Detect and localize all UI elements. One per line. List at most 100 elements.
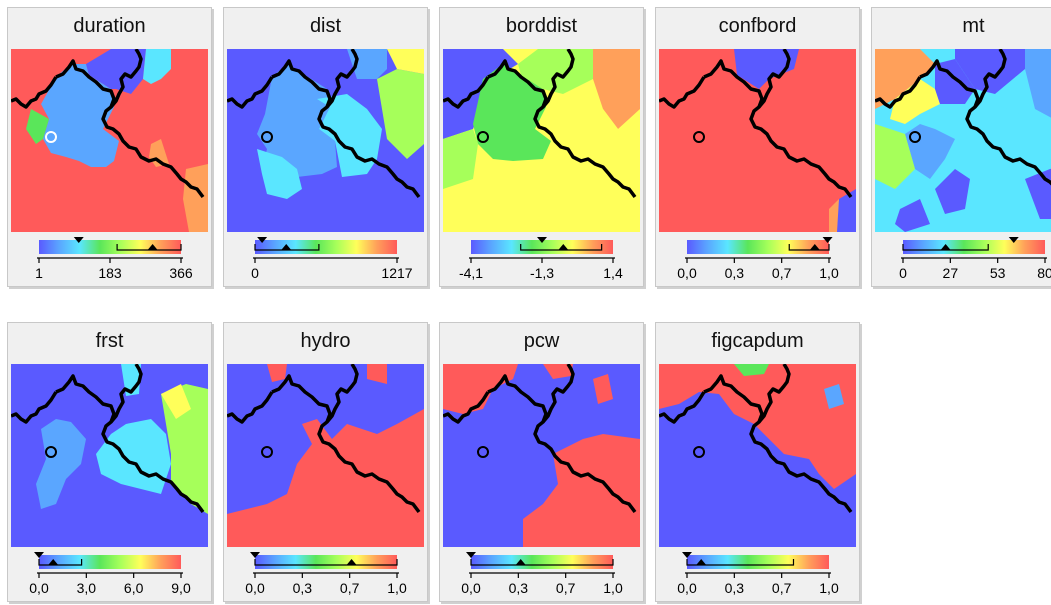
border-line xyxy=(443,391,490,424)
legend-tick-label: 0,0 xyxy=(245,580,265,596)
panel-title: mt xyxy=(962,15,985,37)
legend-top-marker xyxy=(1008,237,1019,243)
selected-location-marker xyxy=(693,446,705,458)
legend-range-bracket xyxy=(788,244,830,251)
legend-tick-label: 0,7 xyxy=(772,265,792,281)
legend-tick-label: 1,0 xyxy=(387,580,407,596)
panel-hydro[interactable]: hydro 0,0 0,3 0,7 1,0 xyxy=(223,322,428,602)
legend-gradient-bar xyxy=(39,555,181,569)
legend-tick-label: 1 xyxy=(35,265,43,281)
legend-value-marker xyxy=(558,244,569,250)
legend-tick-label: 0,3 xyxy=(725,265,745,281)
legend-value-marker xyxy=(515,559,526,565)
legend-top-marker xyxy=(73,237,84,243)
legend-tick-label: 0,3 xyxy=(293,580,313,596)
choropleth-map[interactable] xyxy=(659,364,856,547)
color-legend: 1 183 366 xyxy=(35,237,193,281)
legend-range-bracket xyxy=(686,559,795,566)
color-legend: 0,0 0,3 0,7 1,0 xyxy=(677,237,839,281)
choropleth-map[interactable] xyxy=(11,364,208,547)
legend-value-marker xyxy=(48,559,59,565)
legend-tick-label: 80 xyxy=(1037,265,1051,281)
border-line xyxy=(227,391,274,424)
border-line xyxy=(109,49,143,109)
choropleth-map[interactable] xyxy=(659,49,856,232)
panel-title: borddist xyxy=(505,15,578,37)
selected-location-marker xyxy=(909,131,921,143)
panel-dist[interactable]: dist 0 1217 xyxy=(223,7,428,287)
selected-location-marker xyxy=(477,446,489,458)
panel-title: dist xyxy=(309,15,342,37)
legend-tick-label: 1,0 xyxy=(603,580,623,596)
panel-borddist[interactable]: borddist -4,1 -1,3 1,4 xyxy=(439,7,644,287)
legend-tick-label: 1217 xyxy=(381,265,412,281)
border-line xyxy=(487,374,637,514)
color-legend: 0,0 0,3 0,7 1,0 xyxy=(677,552,839,596)
color-legend: 0,0 0,3 0,7 1,0 xyxy=(245,552,407,596)
border-line xyxy=(271,374,421,514)
legend-gradient-bar xyxy=(255,240,397,254)
legend-gradient-bar xyxy=(471,555,613,569)
legend-tick-label: 183 xyxy=(98,265,122,281)
legend-range-bracket xyxy=(254,559,398,566)
panel-frst[interactable]: frst 0,0 3,0 6,0 9,0 xyxy=(7,322,212,602)
legend-tick-label: 0 xyxy=(899,265,907,281)
legend-top-marker xyxy=(537,237,547,243)
legend-value-marker xyxy=(346,559,357,565)
panel-title: confbord xyxy=(718,15,797,37)
color-legend: 0,0 0,3 0,7 1,0 xyxy=(461,552,623,596)
legend-tick-label: 0 xyxy=(251,265,259,281)
legend-tick-label: 0,0 xyxy=(461,580,481,596)
legend-value-marker xyxy=(147,244,158,250)
panel-mt[interactable]: mt 0 27 53 80 xyxy=(871,7,1051,287)
selected-location-marker xyxy=(45,131,57,143)
choropleth-map[interactable] xyxy=(443,364,640,547)
panel-duration[interactable]: duration 1 183 366 xyxy=(7,7,212,287)
legend-tick-label: 0,0 xyxy=(677,265,697,281)
panel-title: hydro xyxy=(300,330,351,352)
choropleth-map[interactable] xyxy=(875,49,1051,232)
legend-tick-label: 27 xyxy=(943,265,959,281)
choropleth-map[interactable] xyxy=(443,49,640,232)
legend-value-marker xyxy=(809,244,820,250)
border-line xyxy=(55,374,205,514)
border-line xyxy=(109,364,143,424)
legend-top-marker xyxy=(682,552,692,558)
border-line xyxy=(659,76,706,109)
border-line xyxy=(703,374,853,514)
choropleth-map[interactable] xyxy=(227,364,424,547)
legend-value-marker xyxy=(281,244,292,250)
panel-pcw[interactable]: pcw 0,0 0,3 0,7 1,0 xyxy=(439,322,644,602)
panel-figcapdum[interactable]: figcapdum 0,0 0,3 0,7 1,0 xyxy=(655,322,860,602)
legend-value-marker xyxy=(696,559,707,565)
legend-top-marker xyxy=(34,552,44,558)
border-line xyxy=(541,49,575,109)
border-line xyxy=(443,76,490,109)
legend-tick-label: 366 xyxy=(169,265,193,281)
legend-tick-label: 3,0 xyxy=(77,580,97,596)
choropleth-map[interactable] xyxy=(11,49,208,232)
border-line xyxy=(703,59,853,199)
border-line xyxy=(659,391,706,424)
panel-title: duration xyxy=(73,15,146,37)
legend-tick-label: 0,7 xyxy=(556,580,576,596)
selected-location-marker xyxy=(477,131,489,143)
border-line xyxy=(325,49,359,109)
color-legend: -4,1 -1,3 1,4 xyxy=(459,237,623,281)
legend-gradient-bar xyxy=(903,240,1045,254)
selected-location-marker xyxy=(261,446,273,458)
border-line xyxy=(227,76,274,109)
border-line xyxy=(11,76,58,109)
legend-tick-label: 9,0 xyxy=(171,580,191,596)
legend-range-bracket xyxy=(38,559,83,566)
panel-title: frst xyxy=(95,330,124,352)
border-line xyxy=(11,391,58,424)
legend-tick-label: 0,3 xyxy=(725,580,745,596)
border-line xyxy=(757,49,791,109)
legend-tick-label: 0,0 xyxy=(29,580,49,596)
legend-tick-label: 0,3 xyxy=(509,580,529,596)
selected-location-marker xyxy=(693,131,705,143)
legend-gradient-bar xyxy=(255,555,397,569)
choropleth-map[interactable] xyxy=(227,49,424,232)
panel-confbord[interactable]: confbord 0,0 0,3 0,7 1,0 xyxy=(655,7,860,287)
